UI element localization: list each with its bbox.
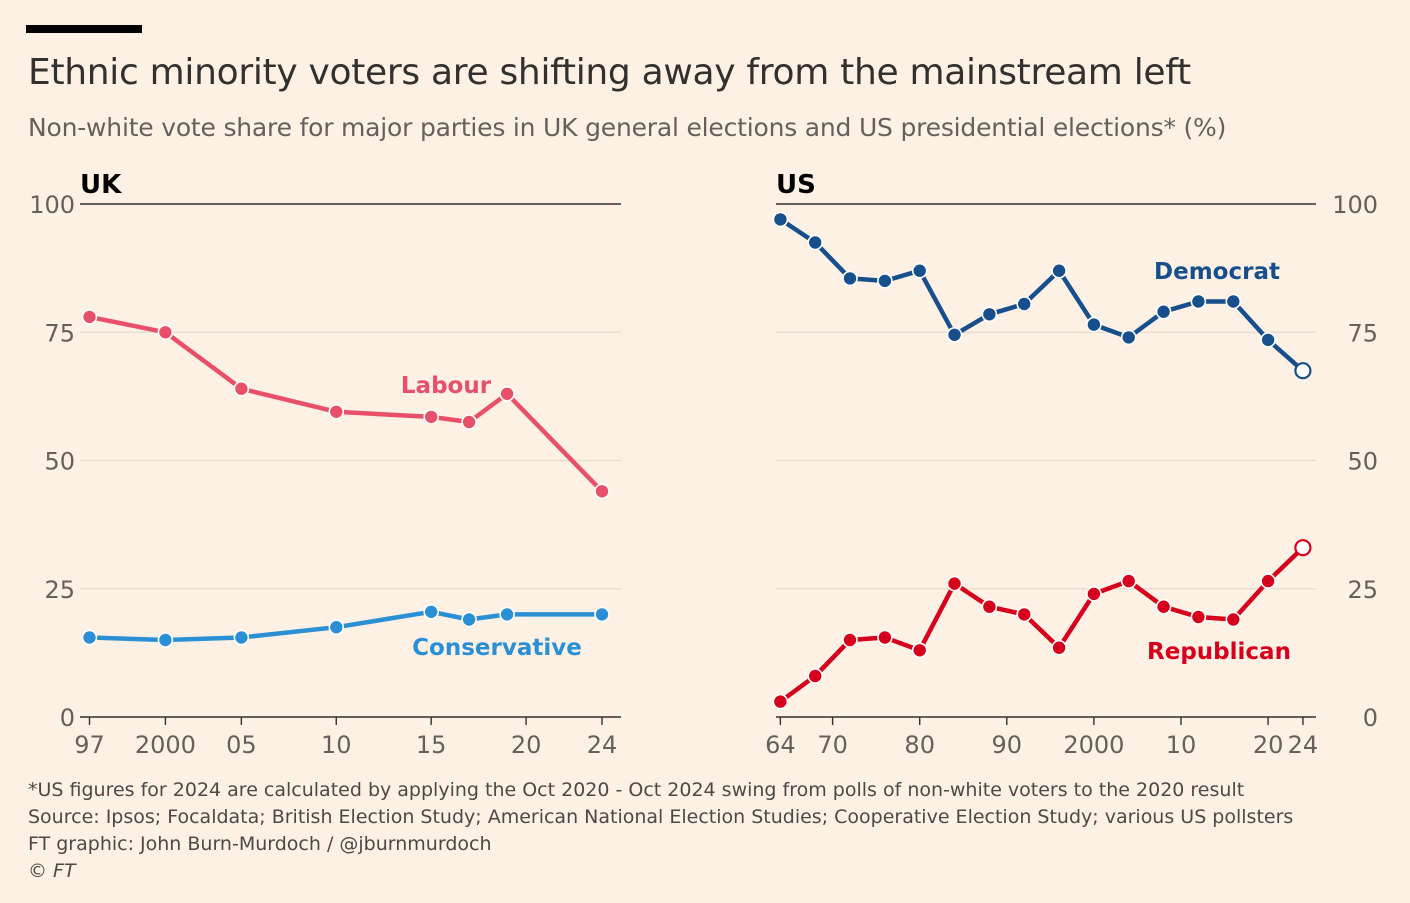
uk-ytick-label-25: 25 <box>44 576 75 604</box>
us-ytick-label-0: 0 <box>1363 704 1378 732</box>
labour-point-2010 <box>328 403 345 420</box>
labour-point-2019 <box>499 385 515 402</box>
conservative-point-2010 <box>328 619 345 636</box>
republican-line <box>778 545 1306 704</box>
democrat-line <box>778 217 1306 373</box>
us-xtick-label-10: 10 <box>1166 731 1197 759</box>
uk-ytick-label-75: 75 <box>44 319 75 347</box>
republican-point-2016 <box>1225 611 1242 628</box>
conservative-point-2005 <box>233 629 250 646</box>
chart-subtitle: Non-white vote share for major parties i… <box>28 113 1227 142</box>
democrat-point-2012 <box>1190 293 1207 310</box>
source-line: Source: Ipsos; Focaldata; British Electi… <box>28 806 1294 828</box>
republican-point-2004 <box>1120 573 1137 589</box>
democrat-series-label: Democrat <box>1154 259 1280 285</box>
republican-point-1972 <box>842 632 858 648</box>
republican-point-2020 <box>1260 573 1276 589</box>
democrat-point-1988 <box>981 306 998 323</box>
republican-point-2012 <box>1190 609 1207 625</box>
footnote: *US figures for 2024 are calculated by a… <box>28 779 1245 801</box>
us-ytick-label-100: 100 <box>1332 191 1378 219</box>
conservative-point-2001 <box>157 632 174 648</box>
uk-xtick-label-10: 10 <box>321 731 352 759</box>
democrat-point-1984 <box>946 326 963 343</box>
copyright: © FT <box>28 860 76 882</box>
labour-line <box>87 314 605 494</box>
conservative-point-2015 <box>423 603 440 620</box>
republican-point-1980 <box>911 642 928 659</box>
conservative-point-2019 <box>499 606 515 623</box>
us-ytick-label-75: 75 <box>1347 319 1378 347</box>
republican-point-2024 <box>1294 539 1312 557</box>
uk-ytick-label-50: 50 <box>44 448 75 476</box>
democrat-point-1980 <box>911 262 928 279</box>
conservative-series-label: Conservative <box>412 635 582 661</box>
chart-title: Ethnic minority voters are shifting away… <box>28 52 1191 93</box>
labour-point-2017 <box>461 414 477 430</box>
democrat-point-1972 <box>842 270 858 287</box>
democrat-point-2016 <box>1225 293 1242 310</box>
democrat-point-1976 <box>877 273 893 289</box>
labour-point-2024 <box>594 483 610 500</box>
us-xtick-label-80: 80 <box>904 731 935 759</box>
republican-point-1984 <box>946 575 963 592</box>
democrat-point-1964 <box>772 211 789 228</box>
republican-point-1964 <box>772 693 789 710</box>
democrat-point-1992 <box>1016 296 1032 312</box>
credit-line: FT graphic: John Burn-Murdoch / @jburnmu… <box>28 833 492 855</box>
chart-footer: *US figures for 2024 are calculated by a… <box>28 777 1293 885</box>
democrat-point-2000 <box>1086 316 1102 333</box>
uk-xtick-label-97: 97 <box>74 731 105 759</box>
conservative-point-2024 <box>594 606 610 623</box>
us-xtick-label-90: 90 <box>992 731 1023 759</box>
democrat-point-2020 <box>1260 332 1276 348</box>
uk-ytick-label-0: 0 <box>60 704 75 732</box>
labour-point-2005 <box>233 380 250 397</box>
labour-series-label: Labour <box>401 373 492 399</box>
republican-point-1996 <box>1051 639 1067 656</box>
republican-point-1968 <box>807 668 824 684</box>
republican-point-2000 <box>1086 586 1102 602</box>
uk-xtick-label-15: 15 <box>416 731 447 759</box>
republican-point-2008 <box>1155 598 1172 615</box>
us-panel-title: US <box>776 170 816 200</box>
conservative-point-1997 <box>81 629 98 646</box>
labour-point-2001 <box>157 324 174 341</box>
us-xtick-label-70: 70 <box>817 731 848 759</box>
us-xtick-label-20: 20 <box>1253 731 1284 759</box>
democrat-point-2004 <box>1120 329 1137 346</box>
labour-point-1997 <box>81 309 98 325</box>
uk-panel-title: UK <box>80 170 122 200</box>
us-xtick-label-2000: 2000 <box>1063 731 1124 759</box>
republican-point-1992 <box>1016 606 1032 623</box>
uk-xtick-label-05: 05 <box>226 731 257 759</box>
republican-series-label: Republican <box>1147 639 1291 665</box>
conservative-point-2017 <box>461 611 477 628</box>
us-ytick-label-25: 25 <box>1347 576 1378 604</box>
uk-ytick-label-100: 100 <box>29 191 75 219</box>
labour-point-2015 <box>423 409 440 425</box>
us-xtick-label-64: 64 <box>765 731 796 759</box>
us-ytick-label-50: 50 <box>1347 448 1378 476</box>
democrat-point-1968 <box>807 234 824 251</box>
ft-accent-bar <box>26 25 142 33</box>
uk-xtick-label-20: 20 <box>511 731 542 759</box>
republican-point-1976 <box>877 629 893 646</box>
us-xtick-label-24: 24 <box>1288 731 1319 759</box>
uk-xtick-label-24: 24 <box>587 731 618 759</box>
uk-xtick-label-2000: 2000 <box>135 731 196 759</box>
democrat-point-2024 <box>1294 362 1312 380</box>
democrat-point-1996 <box>1051 262 1067 279</box>
democrat-point-2008 <box>1155 303 1172 320</box>
republican-point-1988 <box>981 598 998 615</box>
